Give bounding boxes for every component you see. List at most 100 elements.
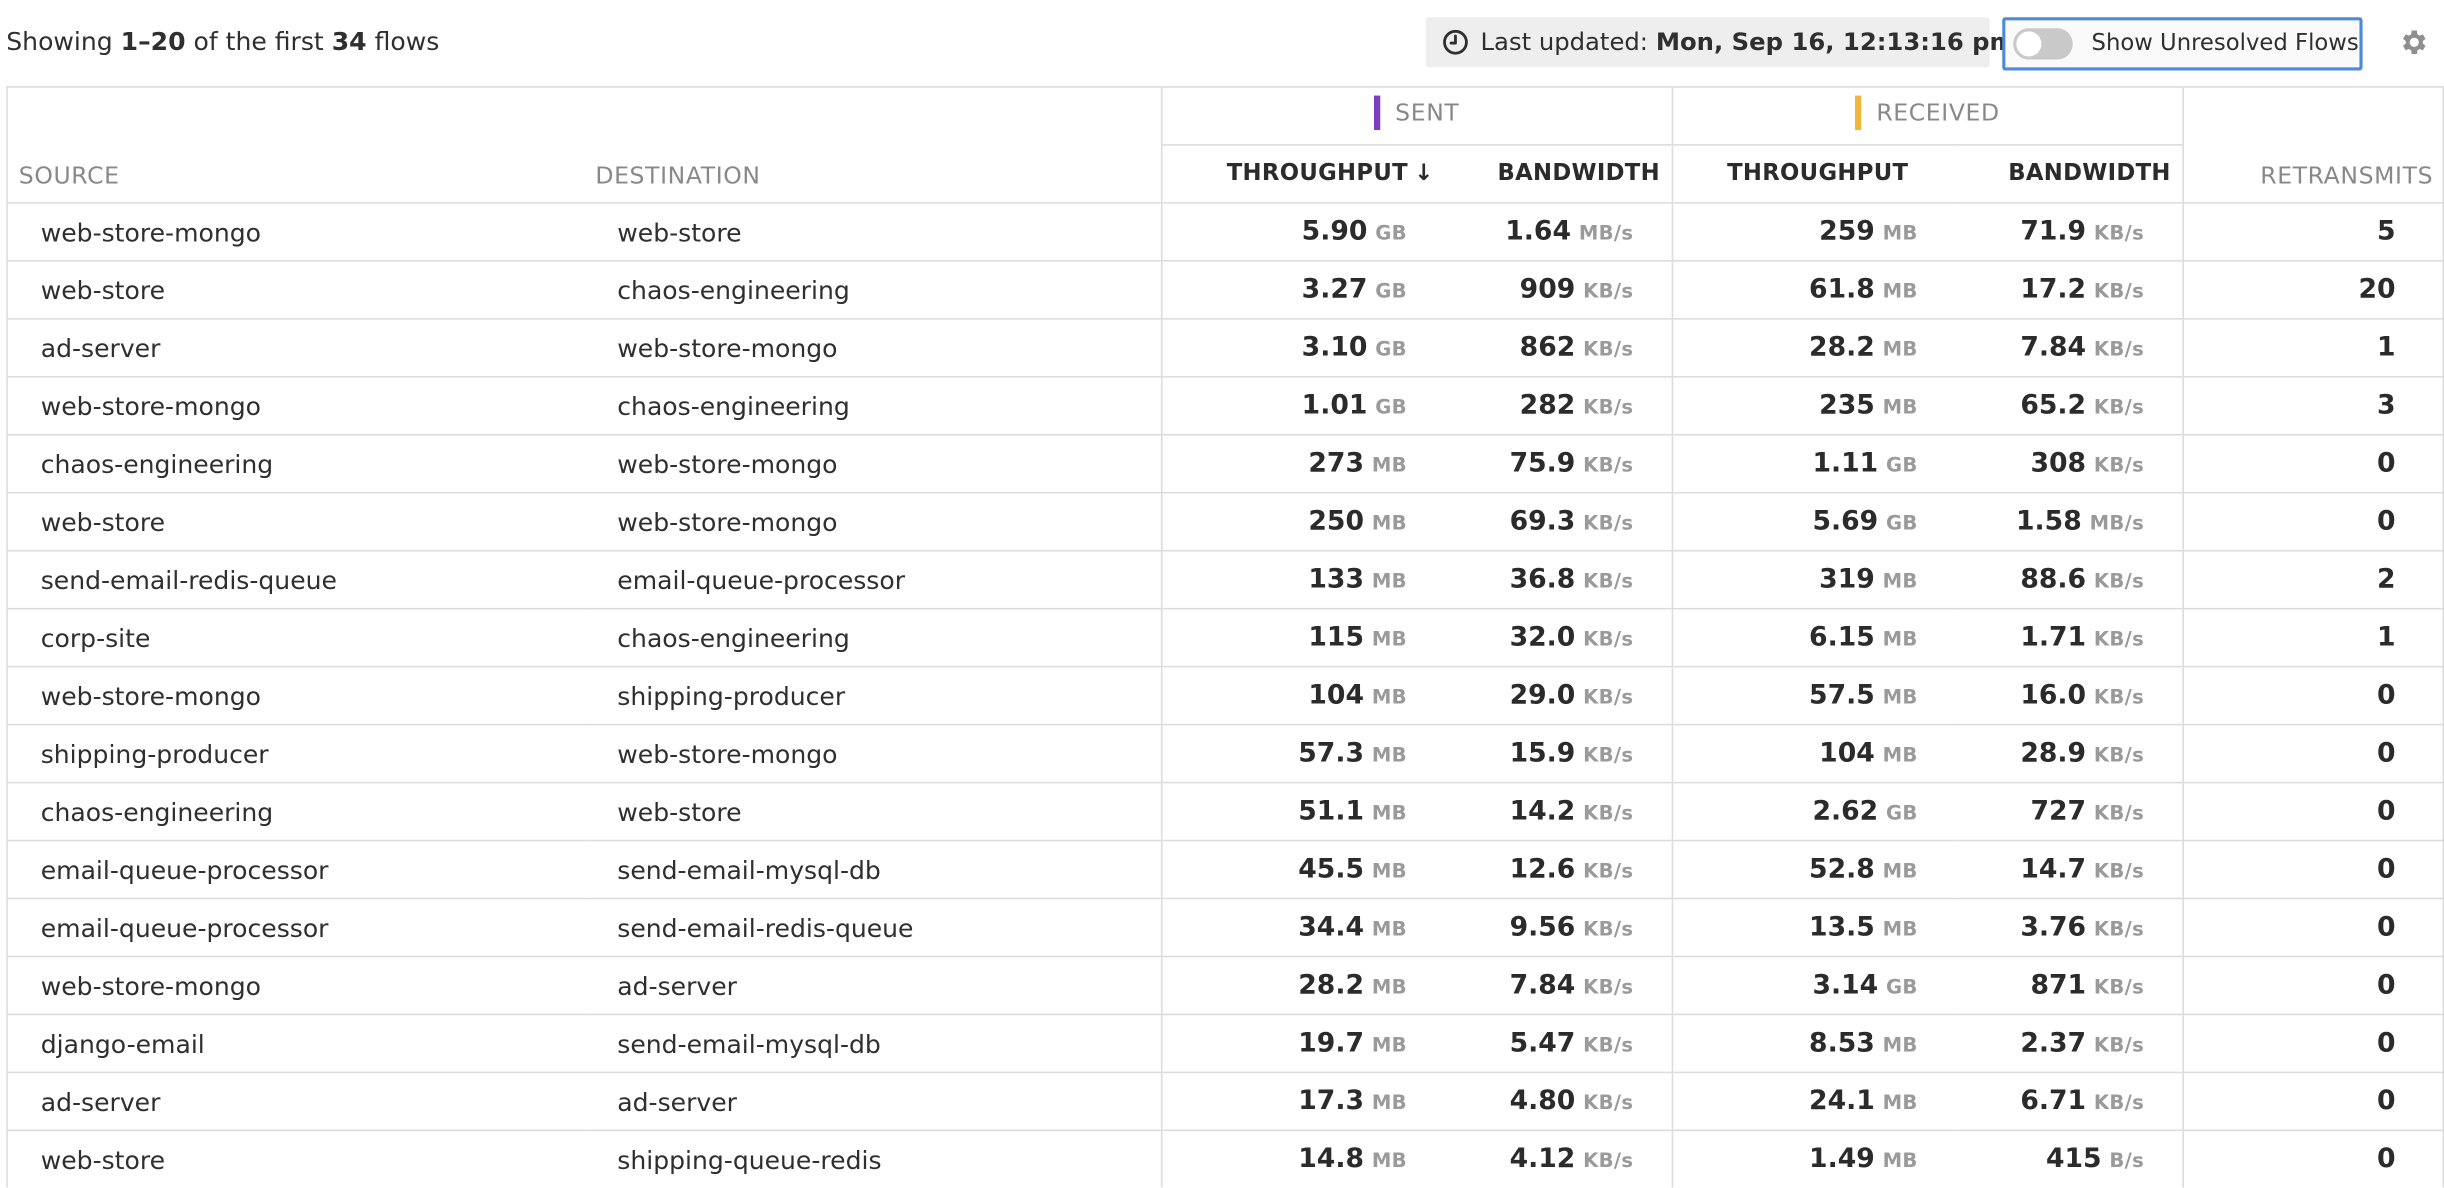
gear-icon[interactable] [2399, 27, 2430, 58]
cell-unit: GB [1375, 336, 1407, 361]
table-row[interactable]: web-store-mongo shipping-producer 104 MB 29.… [7, 665, 2443, 725]
cell-value: 3 [2376, 390, 2396, 422]
table-row[interactable]: email-queue-processor send-email-mysql-db… [7, 839, 2443, 899]
cell-source[interactable]: web-store-mongo [7, 955, 585, 1015]
cell-destination[interactable]: web-store-mongo [584, 318, 1161, 377]
cell-unit: KB/s [1583, 394, 1634, 419]
cell-source[interactable]: ad-server [7, 318, 585, 377]
cell-destination[interactable]: chaos-engineering [584, 260, 1161, 319]
cell-retransmits: 0 [2181, 723, 2443, 783]
table-row[interactable]: web-store chaos-engineering 3.27 GB 909 KB/s 6… [7, 260, 2443, 319]
table-row[interactable]: email-queue-processor send-email-redis-qu… [7, 897, 2443, 957]
cell-rb: 415 B/s [1955, 1129, 2183, 1188]
cell-value: 1.01 [1301, 390, 1368, 422]
cell-source[interactable]: chaos-engineering [7, 781, 585, 841]
cell-st: 45.5 MB [1160, 839, 1445, 899]
cell-value: 75.9 [1509, 448, 1576, 480]
column-header-sent-throughput[interactable]: THROUGHPUT ↓ [1160, 144, 1445, 203]
cell-destination[interactable]: web-store-mongo [584, 491, 1161, 551]
cell-sb: 14.2 KB/s [1444, 781, 1672, 841]
column-header-source[interactable]: SOURCE [18, 161, 120, 190]
flows-table-body: web-store-mongo web-store 5.90 GB 1.64 MB/s 25… [7, 202, 2443, 1188]
cell-source[interactable]: shipping-producer [7, 723, 585, 783]
table-row[interactable]: chaos-engineering web-store-mongo 273 MB 75.… [7, 433, 2443, 493]
cell-rt: 13.5 MB [1670, 897, 1956, 957]
cell-destination[interactable]: ad-server [584, 955, 1161, 1015]
cell-rb: 16.0 KB/s [1955, 665, 2183, 725]
cell-unit: KB/s [2093, 1090, 2145, 1114]
table-row[interactable]: shipping-producer web-store-mongo 57.3 MB 15… [7, 723, 2443, 783]
table-row[interactable]: web-store-mongo web-store 5.90 GB 1.64 MB/s 25… [7, 202, 2443, 261]
cell-unit: MB [1882, 336, 1918, 361]
table-row[interactable]: ad-server web-store-mongo 3.10 GB 862 KB/s 28.… [7, 318, 2443, 377]
cell-value: 3.76 [2020, 911, 2087, 944]
column-header-retransmits[interactable]: RETRANSMITS [2181, 87, 2443, 203]
cell-st: 1.01 GB [1160, 376, 1445, 435]
column-header-received-bandwidth[interactable]: BANDWIDTH [1955, 144, 2183, 203]
cell-destination[interactable]: chaos-engineering [584, 376, 1161, 435]
cell-source[interactable]: django-email [7, 1013, 585, 1073]
cell-source[interactable]: send-email-redis-queue [7, 549, 585, 609]
cell-source[interactable]: email-queue-processor [7, 839, 585, 899]
cell-value: 0 [2376, 911, 2396, 944]
cell-value: 7.84 [2020, 332, 2087, 364]
cell-source[interactable]: chaos-engineering [7, 433, 585, 493]
cell-destination[interactable]: web-store [584, 202, 1161, 261]
cell-destination[interactable]: chaos-engineering [584, 607, 1161, 667]
show-unresolved-flows-toggle[interactable]: Show Unresolved Flows [2002, 17, 2363, 71]
cell-unit: KB/s [1583, 1032, 1634, 1056]
cell-rb: 1.71 KB/s [1955, 607, 2183, 667]
cell-unit: KB/s [1583, 1090, 1634, 1114]
table-row[interactable]: corp-site chaos-engineering 115 MB 32.0 KB/s 6… [7, 607, 2443, 667]
cell-value: 29.0 [1509, 679, 1576, 712]
table-row[interactable]: web-store-mongo ad-server 28.2 MB 7.84 KB/s 3.… [7, 955, 2443, 1015]
cell-rb: 308 KB/s [1955, 433, 2183, 493]
cell-rt: 52.8 MB [1670, 839, 1956, 899]
cell-source[interactable]: web-store-mongo [7, 376, 585, 435]
group-label-sent: SENT [1395, 98, 1460, 127]
cell-sb: 5.47 KB/s [1444, 1013, 1672, 1073]
table-row[interactable]: web-store web-store-mongo 250 MB 69.3 KB/s 5.6… [7, 491, 2443, 551]
cell-destination[interactable]: shipping-producer [584, 665, 1161, 725]
column-header-sent-bandwidth[interactable]: BANDWIDTH [1444, 144, 1672, 203]
cell-source[interactable]: ad-server [7, 1071, 585, 1131]
cell-source[interactable]: web-store [7, 1129, 585, 1188]
cell-rt: 1.49 MB [1670, 1129, 1956, 1188]
cell-unit: MB [1371, 916, 1407, 941]
table-row[interactable]: web-store shipping-queue-redis 14.8 MB 4.12 K… [7, 1129, 2443, 1188]
cell-destination[interactable]: web-store [584, 781, 1161, 841]
cell-destination[interactable]: web-store-mongo [584, 723, 1161, 783]
cell-source[interactable]: web-store-mongo [7, 665, 585, 725]
cell-value: 1.11 [1812, 448, 1879, 480]
cell-source[interactable]: email-queue-processor [7, 897, 585, 957]
cell-destination[interactable]: email-queue-processor [584, 549, 1161, 609]
cell-rt: 28.2 MB [1670, 318, 1956, 377]
cell-destination[interactable]: send-email-redis-queue [584, 897, 1161, 957]
table-row[interactable]: web-store-mongo chaos-engineering 1.01 GB 28… [7, 376, 2443, 435]
column-header-received-throughput[interactable]: THROUGHPUT [1670, 144, 1956, 203]
cell-destination[interactable]: web-store-mongo [584, 433, 1161, 493]
cell-value: 57.5 [1809, 679, 1875, 712]
table-row[interactable]: django-email send-email-mysql-db 19.7 MB 5.4… [7, 1013, 2443, 1073]
table-row[interactable]: ad-server ad-server 17.3 MB 4.80 KB/s 24.1 MB 6.… [7, 1071, 2443, 1131]
showing-middle: of the first [193, 26, 324, 57]
cell-unit: GB [1886, 800, 1918, 825]
cell-destination[interactable]: ad-server [584, 1071, 1161, 1131]
cell-rt: 259 MB [1670, 202, 1956, 261]
cell-destination[interactable]: shipping-queue-redis [584, 1129, 1161, 1188]
showing-prefix: Showing [6, 26, 113, 57]
table-row[interactable]: send-email-redis-queue email-queue-proces… [7, 549, 2443, 609]
cell-retransmits: 1 [2181, 607, 2443, 667]
toggle-switch[interactable] [2013, 28, 2073, 60]
cell-rb: 6.71 KB/s [1955, 1071, 2183, 1131]
table-row[interactable]: chaos-engineering web-store 51.1 MB 14.2 KB/s… [7, 781, 2443, 841]
cell-source[interactable]: web-store-mongo [7, 202, 585, 261]
cell-unit: GB [1375, 394, 1407, 419]
cell-source[interactable]: web-store [7, 260, 585, 319]
cell-destination[interactable]: send-email-mysql-db [584, 839, 1161, 899]
cell-source[interactable]: web-store [7, 491, 585, 551]
cell-destination[interactable]: send-email-mysql-db [584, 1013, 1161, 1073]
cell-source[interactable]: corp-site [7, 607, 585, 667]
column-header-destination[interactable]: DESTINATION [595, 161, 761, 190]
showing-range: 1–20 [120, 26, 186, 57]
